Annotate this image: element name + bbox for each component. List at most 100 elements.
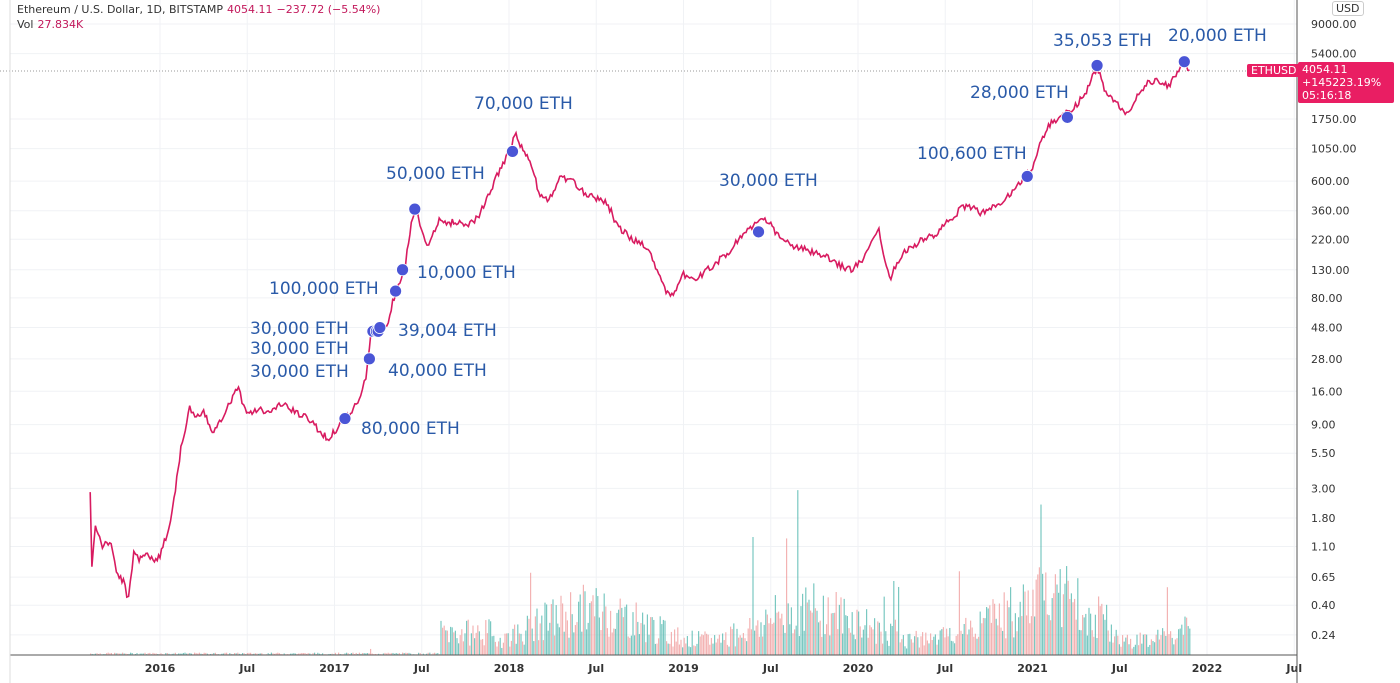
volume-bar: [382, 653, 384, 655]
annotation-dot: [1090, 59, 1104, 72]
volume-bar: [261, 653, 263, 655]
volume-bar: [701, 634, 703, 655]
volume-bar: [827, 597, 829, 655]
volume-bar: [971, 627, 973, 655]
volume-bar: [1104, 619, 1106, 655]
currency-button[interactable]: USD: [1332, 1, 1364, 16]
volume-bar: [280, 653, 282, 655]
volume-bar: [222, 653, 224, 655]
volume-bar: [941, 629, 943, 655]
volume-bar: [1029, 623, 1031, 655]
volume-bar: [771, 623, 773, 655]
volume-bar: [197, 653, 199, 655]
volume-bar: [766, 614, 768, 655]
volume-bar: [746, 641, 748, 655]
y-tick-label: 1.80: [1311, 512, 1336, 525]
volume-bar: [126, 653, 128, 655]
volume-bar: [259, 653, 261, 655]
volume-bar: [475, 632, 477, 655]
volume-bar: [1138, 645, 1140, 655]
volume-bar: [563, 631, 565, 655]
volume-bar: [914, 636, 916, 655]
volume-bar: [670, 631, 672, 655]
volume-bar: [339, 653, 341, 655]
volume-bar: [1171, 637, 1173, 655]
volume-bar: [635, 602, 637, 655]
volume-bar: [1083, 617, 1085, 655]
volume-bar: [139, 653, 141, 655]
volume-bar: [1110, 624, 1112, 655]
volume-bar: [718, 634, 720, 655]
volume-bar: [178, 653, 180, 655]
y-tick-label: 600.00: [1311, 175, 1350, 188]
volume-bar: [125, 653, 127, 655]
volume-bar: [496, 646, 498, 655]
volume-bar: [322, 653, 324, 655]
volume-bar: [928, 643, 930, 655]
volume-bar: [309, 653, 311, 655]
annotation-dot: [1061, 110, 1074, 124]
volume-bar: [174, 652, 176, 655]
volume-bar: [874, 618, 876, 655]
volume-bar: [907, 634, 909, 655]
volume-bar: [1035, 579, 1037, 655]
volume-bar: [1182, 634, 1184, 655]
volume-bar: [312, 653, 314, 655]
volume-bar: [1070, 593, 1072, 655]
volume-bar: [726, 644, 728, 655]
volume-bar: [278, 653, 280, 655]
volume-bar: [238, 653, 240, 655]
volume-bar: [186, 653, 188, 655]
annotation-dot: [506, 145, 519, 158]
volume-bar: [811, 612, 813, 655]
volume-bar: [365, 653, 367, 655]
volume-bar: [851, 612, 853, 655]
volume-bar: [1126, 634, 1128, 655]
volume-bar: [594, 616, 596, 655]
bar-countdown: 05:16:18: [1302, 89, 1352, 102]
volume-bar: [187, 653, 189, 655]
volume-bar: [488, 619, 490, 655]
volume-bar: [784, 632, 786, 655]
volume-bar: [229, 653, 231, 655]
volume-bar: [773, 622, 775, 655]
volume-bar: [283, 653, 285, 655]
volume-bar: [890, 623, 892, 655]
volume-bar: [1149, 644, 1151, 655]
volume-bar: [795, 625, 797, 655]
volume-bar: [661, 624, 663, 655]
volume-bar: [723, 640, 725, 655]
x-tick-label: 2022: [1192, 662, 1223, 675]
volume-bar: [984, 618, 986, 655]
volume-bar: [386, 653, 388, 655]
volume-bar: [520, 633, 522, 655]
volume-bar: [1096, 638, 1098, 655]
volume-bar: [528, 618, 530, 655]
volume-bar: [1157, 629, 1159, 655]
volume-bar: [190, 653, 192, 655]
volume-bar: [477, 625, 479, 655]
volume-bar: [774, 595, 776, 655]
volume-bar: [717, 638, 719, 655]
volume-bar: [1002, 630, 1004, 655]
volume-bar: [1021, 616, 1023, 655]
volume-bar: [589, 603, 591, 655]
volume-bar: [1118, 644, 1120, 655]
volume-bar: [1056, 584, 1058, 655]
volume-bar: [267, 653, 269, 655]
volume-bar: [1120, 646, 1122, 655]
volume-bar: [318, 653, 320, 655]
volume-bar: [530, 572, 532, 655]
volume-bar: [826, 624, 828, 655]
volume-bar: [1176, 638, 1178, 655]
volume-bar: [922, 632, 924, 655]
x-tick-label: Jul: [762, 662, 779, 675]
y-tick-label: 5400.00: [1311, 48, 1357, 61]
volume-bar: [454, 630, 456, 655]
volume-bar: [298, 653, 300, 655]
x-tick-label: Jul: [1111, 662, 1128, 675]
volume-bar: [526, 615, 528, 655]
volume-bar: [1061, 627, 1063, 655]
volume-bar: [456, 638, 458, 655]
